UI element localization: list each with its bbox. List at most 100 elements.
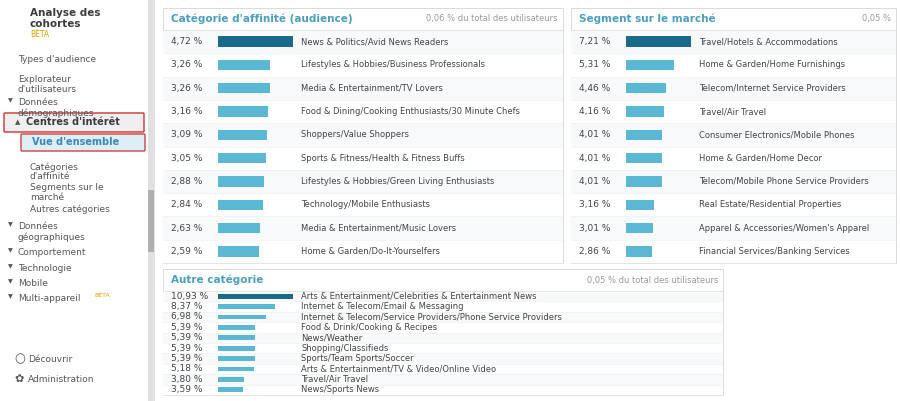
Text: Real Estate/Residential Properties: Real Estate/Residential Properties: [699, 200, 842, 209]
Bar: [218, 315, 266, 319]
Text: 2,84 %: 2,84 %: [171, 200, 202, 209]
Text: BÉTA: BÉTA: [94, 293, 110, 298]
Text: Food & Drink/Cooking & Recipes: Food & Drink/Cooking & Recipes: [301, 323, 437, 332]
Text: ○: ○: [14, 352, 25, 365]
Text: Catégories: Catégories: [30, 162, 79, 172]
Text: ▼: ▼: [8, 248, 13, 253]
Text: 10,93 %: 10,93 %: [171, 292, 208, 301]
Bar: [571, 123, 896, 146]
Bar: [163, 217, 563, 240]
Bar: [218, 60, 270, 70]
Text: 0,05 % du total des utilisateurs: 0,05 % du total des utilisateurs: [587, 275, 718, 284]
Text: Autres catégories: Autres catégories: [30, 205, 110, 215]
Text: 8,37 %: 8,37 %: [171, 302, 202, 311]
Text: Media & Entertainment/Music Lovers: Media & Entertainment/Music Lovers: [301, 223, 456, 233]
Bar: [163, 77, 563, 100]
Bar: [163, 312, 723, 322]
Bar: [571, 240, 896, 263]
Text: News & Politics/Avid News Readers: News & Politics/Avid News Readers: [301, 37, 448, 46]
Text: Découvrir: Découvrir: [28, 354, 72, 363]
Text: Comportement: Comportement: [18, 248, 86, 257]
Text: 2,63 %: 2,63 %: [171, 223, 202, 233]
Text: Technology/Mobile Enthusiasts: Technology/Mobile Enthusiasts: [301, 200, 430, 209]
Bar: [626, 176, 662, 187]
Text: 4,72 %: 4,72 %: [171, 37, 202, 46]
Text: Telecom/Internet Service Providers: Telecom/Internet Service Providers: [699, 84, 846, 93]
Text: Vue d'ensemble: Vue d'ensemble: [32, 137, 119, 147]
Bar: [626, 36, 691, 47]
FancyBboxPatch shape: [148, 190, 154, 252]
Text: 7,21 %: 7,21 %: [579, 37, 610, 46]
Bar: [218, 387, 243, 392]
Text: Données: Données: [18, 222, 58, 231]
Bar: [626, 60, 674, 70]
Bar: [163, 291, 723, 302]
Text: 0,06 % du total des utilisateurs: 0,06 % du total des utilisateurs: [427, 14, 558, 24]
Bar: [163, 30, 563, 53]
Text: démographiques: démographiques: [18, 108, 94, 117]
Text: Catégorie d'affinité (audience): Catégorie d'affinité (audience): [171, 14, 353, 24]
Text: Autre catégorie: Autre catégorie: [171, 275, 264, 285]
Text: 5,18 %: 5,18 %: [171, 365, 202, 373]
Text: 3,59 %: 3,59 %: [171, 385, 202, 394]
Bar: [218, 246, 259, 257]
Bar: [163, 8, 563, 263]
Text: Food & Dining/Cooking Enthusiasts/30 Minute Chefs: Food & Dining/Cooking Enthusiasts/30 Min…: [301, 107, 520, 116]
Bar: [571, 53, 896, 77]
Bar: [218, 200, 263, 210]
Text: Home & Garden/Home Furnishings: Home & Garden/Home Furnishings: [699, 61, 845, 69]
Text: Financial Services/Banking Services: Financial Services/Banking Services: [699, 247, 850, 256]
Text: 4,16 %: 4,16 %: [579, 107, 610, 116]
Text: 2,59 %: 2,59 %: [171, 247, 202, 256]
Text: Mobile: Mobile: [18, 279, 48, 288]
Text: News/Weather: News/Weather: [301, 333, 362, 342]
Text: 2,86 %: 2,86 %: [579, 247, 610, 256]
Text: News/Sports News: News/Sports News: [301, 385, 379, 394]
Text: 4,01 %: 4,01 %: [579, 154, 610, 163]
Text: 3,16 %: 3,16 %: [171, 107, 202, 116]
Text: 5,39 %: 5,39 %: [171, 354, 202, 363]
Text: d'affinité: d'affinité: [30, 172, 70, 181]
Text: Explorateur: Explorateur: [18, 75, 71, 84]
Text: ✿: ✿: [14, 374, 23, 384]
Bar: [163, 170, 563, 193]
Text: 3,09 %: 3,09 %: [171, 130, 202, 140]
Text: 6,98 %: 6,98 %: [171, 312, 202, 322]
Bar: [218, 83, 270, 93]
Bar: [626, 106, 663, 117]
Text: 3,26 %: 3,26 %: [171, 84, 202, 93]
Text: 2,88 %: 2,88 %: [171, 177, 202, 186]
Text: cohortes: cohortes: [30, 19, 82, 29]
Text: 5,39 %: 5,39 %: [171, 333, 202, 342]
Text: Segment sur le marché: Segment sur le marché: [579, 14, 716, 24]
Bar: [163, 385, 723, 395]
Bar: [626, 130, 662, 140]
Text: ▼: ▼: [8, 294, 13, 299]
Bar: [218, 356, 255, 361]
Bar: [626, 246, 652, 257]
Bar: [571, 193, 896, 217]
Text: Travel/Air Travel: Travel/Air Travel: [699, 107, 766, 116]
Bar: [163, 374, 723, 385]
Text: 5,31 %: 5,31 %: [579, 61, 610, 69]
Bar: [163, 146, 563, 170]
Text: Technologie: Technologie: [18, 264, 72, 273]
Text: Types d'audience: Types d'audience: [18, 55, 96, 64]
Bar: [218, 367, 254, 371]
Text: 4,01 %: 4,01 %: [579, 177, 610, 186]
Bar: [218, 336, 255, 340]
Bar: [218, 325, 255, 330]
Text: Media & Entertainment/TV Lovers: Media & Entertainment/TV Lovers: [301, 84, 443, 93]
Text: Travel/Hotels & Accommodations: Travel/Hotels & Accommodations: [699, 37, 838, 46]
Bar: [218, 153, 266, 163]
Text: Internet & Telecom/Email & Messaging: Internet & Telecom/Email & Messaging: [301, 302, 464, 311]
Text: Apparel & Accessories/Women's Apparel: Apparel & Accessories/Women's Apparel: [699, 223, 869, 233]
Bar: [163, 100, 563, 123]
Text: 5,39 %: 5,39 %: [171, 344, 202, 353]
Text: Sports/Team Sports/Soccer: Sports/Team Sports/Soccer: [301, 354, 414, 363]
Bar: [163, 240, 563, 263]
Text: Telecom/Mobile Phone Service Providers: Telecom/Mobile Phone Service Providers: [699, 177, 868, 186]
Text: 3,26 %: 3,26 %: [171, 61, 202, 69]
Text: Internet & Telecom/Service Providers/Phone Service Providers: Internet & Telecom/Service Providers/Pho…: [301, 312, 562, 322]
Text: BÉTA: BÉTA: [30, 30, 50, 39]
